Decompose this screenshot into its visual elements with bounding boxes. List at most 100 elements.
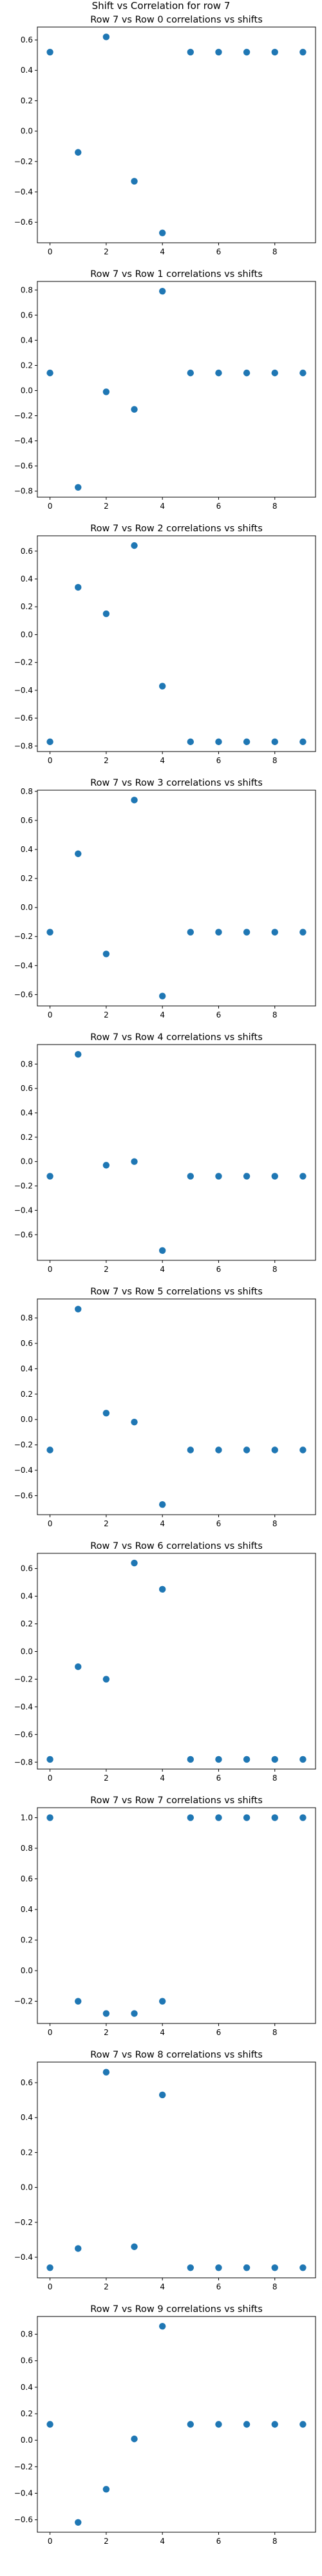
data-point xyxy=(46,1173,53,1180)
x-tick-label: 0 xyxy=(48,756,53,765)
y-tick-label: −0.2 xyxy=(14,1997,33,2006)
x-tick-label: 6 xyxy=(216,2282,222,2291)
data-point xyxy=(299,1756,307,1763)
y-tick-label: 0.2 xyxy=(21,96,33,105)
y-tick-label: −0.8 xyxy=(14,741,33,750)
data-point xyxy=(215,1446,222,1454)
data-point xyxy=(158,683,166,690)
data-point xyxy=(299,1446,307,1454)
data-point xyxy=(215,738,222,746)
plot-area xyxy=(37,790,316,1007)
y-tick-label: 0.4 xyxy=(21,1364,33,1373)
y-tick-label: 0.4 xyxy=(21,2113,33,2122)
y-tick-label: 0.8 xyxy=(21,285,33,294)
data-point xyxy=(131,178,138,185)
data-point xyxy=(187,2264,194,2271)
x-tick-label: 2 xyxy=(104,2282,109,2291)
data-point xyxy=(75,850,82,857)
y-tick-label: −0.4 xyxy=(14,1466,33,1475)
data-point xyxy=(102,610,110,618)
y-tick-label: 0.6 xyxy=(21,1874,33,1883)
data-point xyxy=(243,738,251,746)
y-tick-label: −0.4 xyxy=(14,2253,33,2262)
x-tick-label: 6 xyxy=(216,502,222,511)
x-tick-label: 0 xyxy=(48,1010,53,1019)
data-point xyxy=(243,369,251,377)
data-point xyxy=(271,738,278,746)
y-tick-label: −0.4 xyxy=(14,961,33,970)
data-point xyxy=(102,2010,110,2017)
plot-area xyxy=(37,26,316,243)
y-tick-label: 0.6 xyxy=(21,1339,33,1348)
subplot-title: Row 7 vs Row 9 correlations vs shifts xyxy=(90,2304,263,2315)
x-tick-label: 2 xyxy=(104,2537,109,2546)
y-tick-label: −0.4 xyxy=(14,686,33,695)
y-tick-label: −0.2 xyxy=(14,932,33,941)
plot-area xyxy=(37,1553,316,1770)
data-point xyxy=(75,1050,82,1058)
data-point xyxy=(158,1586,166,1593)
x-tick-label: 8 xyxy=(272,2537,278,2546)
y-tick-label: 0.2 xyxy=(21,602,33,611)
data-point xyxy=(46,2264,53,2271)
data-point xyxy=(75,583,82,591)
data-point xyxy=(299,738,307,746)
x-tick-label: 6 xyxy=(216,1265,222,1274)
data-point xyxy=(243,1173,251,1180)
x-tick-label: 2 xyxy=(104,1519,109,1528)
data-point xyxy=(187,1446,194,1454)
data-point xyxy=(187,2421,194,2428)
y-tick-label: 0.2 xyxy=(21,2409,33,2418)
data-point xyxy=(187,1173,194,1180)
subplot-title: Row 7 vs Row 1 correlations vs shifts xyxy=(90,269,263,279)
y-tick-label: 0.6 xyxy=(21,2078,33,2087)
y-tick-label: −0.2 xyxy=(14,2218,33,2227)
y-tick-label: 1.0 xyxy=(21,1813,33,1822)
x-tick-label: 2 xyxy=(104,756,109,765)
data-point xyxy=(215,48,222,56)
x-tick-label: 6 xyxy=(216,756,222,765)
subplot-title: Row 7 vs Row 3 correlations vs shifts xyxy=(90,778,263,788)
data-point xyxy=(131,2435,138,2443)
plot-area xyxy=(37,2316,316,2533)
x-tick-label: 6 xyxy=(216,1010,222,1019)
y-tick-label: −0.8 xyxy=(14,487,33,496)
data-point xyxy=(102,951,110,958)
data-point xyxy=(299,929,307,936)
y-tick-label: 0.6 xyxy=(21,547,33,556)
x-tick-label: 0 xyxy=(48,2537,53,2546)
x-tick-label: 6 xyxy=(216,247,222,256)
y-tick-label: −0.4 xyxy=(14,1206,33,1215)
data-point xyxy=(271,1756,278,1763)
data-point xyxy=(75,484,82,491)
data-point xyxy=(271,1446,278,1454)
y-tick-label: −0.6 xyxy=(14,1230,33,1239)
data-point xyxy=(158,288,166,295)
y-tick-label: 0.0 xyxy=(21,2436,33,2445)
x-tick-label: 0 xyxy=(48,247,53,256)
y-tick-label: −0.4 xyxy=(14,2489,33,2498)
data-point xyxy=(131,2243,138,2250)
data-point xyxy=(46,1756,53,1763)
plot-area xyxy=(37,2061,316,2278)
data-point xyxy=(158,2323,166,2330)
y-tick-label: 0.0 xyxy=(21,1157,33,1166)
x-tick-label: 4 xyxy=(160,2282,165,2291)
y-tick-label: −0.6 xyxy=(14,462,33,471)
y-tick-label: −0.4 xyxy=(14,1702,33,1711)
x-tick-label: 6 xyxy=(216,1774,222,1783)
y-tick-label: −0.6 xyxy=(14,714,33,723)
data-point xyxy=(46,1814,53,1821)
x-tick-label: 6 xyxy=(216,1519,222,1528)
data-point xyxy=(158,1998,166,2005)
x-tick-label: 4 xyxy=(160,1265,165,1274)
y-tick-label: −0.2 xyxy=(14,1182,33,1191)
data-point xyxy=(46,929,53,936)
x-tick-label: 4 xyxy=(160,247,165,256)
x-tick-label: 4 xyxy=(160,1519,165,1528)
y-tick-label: 0.4 xyxy=(21,2383,33,2392)
y-tick-label: −0.2 xyxy=(14,411,33,420)
data-point xyxy=(243,1446,251,1454)
y-tick-label: 0.4 xyxy=(21,845,33,854)
data-point xyxy=(75,1998,82,2005)
